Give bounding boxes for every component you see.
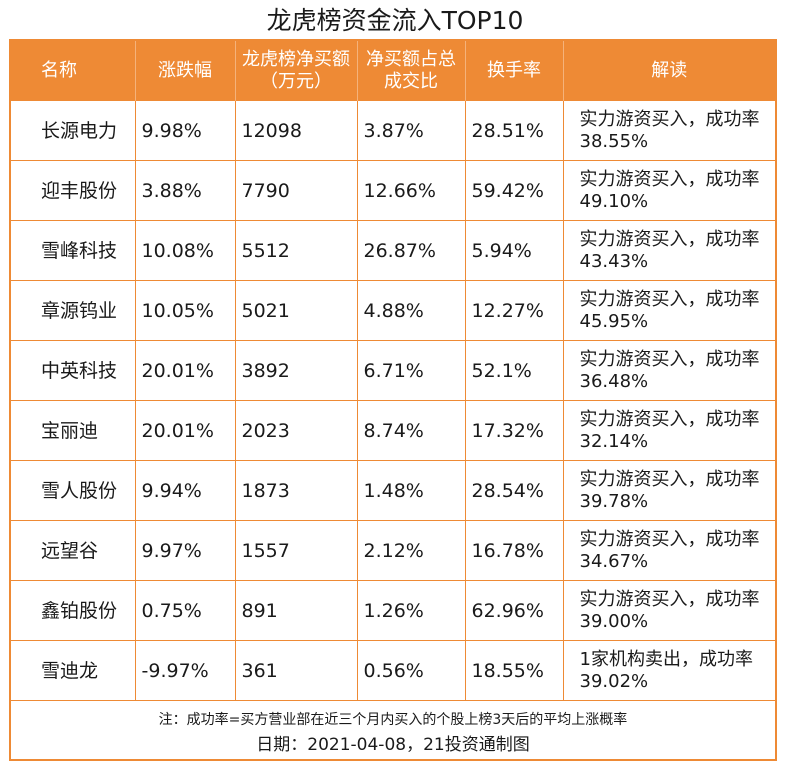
cell-ratio: 4.88% xyxy=(357,280,466,341)
cell-name: 章源钨业 xyxy=(11,280,136,341)
header-ratio: 净买额占总成交比 xyxy=(357,41,466,101)
cell-note: 实力游资买入，成功率38.55% xyxy=(563,101,775,161)
cell-name: 迎丰股份 xyxy=(11,160,136,221)
cell-ratio: 3.87% xyxy=(357,101,466,161)
table-row: 章源钨业 10.05% 5021 4.88% 12.27% 实力游资买入，成功率… xyxy=(11,280,775,341)
cell-note: 实力游资买入，成功率39.78% xyxy=(563,460,775,521)
date-line: 日期：2021-04-08，21投资通制图 xyxy=(256,735,530,755)
cell-net-buy: 891 xyxy=(235,580,358,641)
cell-turnover: 12.27% xyxy=(465,280,564,341)
cell-net-buy: 2023 xyxy=(235,400,358,461)
cell-turnover: 62.96% xyxy=(465,580,564,641)
cell-note: 实力游资买入，成功率34.67% xyxy=(563,520,775,581)
cell-net-buy: 1873 xyxy=(235,460,358,521)
cell-net-buy: 12098 xyxy=(235,101,358,161)
table-row: 雪迪龙 -9.97% 361 0.56% 18.55% 1家机构卖出，成功率39… xyxy=(11,640,775,701)
table-header-row: 名称 涨跌幅 龙虎榜净买额（万元） 净买额占总成交比 换手率 解读 xyxy=(11,41,775,101)
table-row: 雪峰科技 10.08% 5512 26.87% 5.94% 实力游资买入，成功率… xyxy=(11,220,775,281)
cell-turnover: 18.55% xyxy=(465,640,564,701)
cell-name: 宝丽迪 xyxy=(11,400,136,461)
cell-name: 中英科技 xyxy=(11,340,136,401)
cell-name: 远望谷 xyxy=(11,520,136,581)
table-row: 鑫铂股份 0.75% 891 1.26% 62.96% 实力游资买入，成功率39… xyxy=(11,580,775,641)
cell-change: 20.01% xyxy=(135,400,236,461)
header-change: 涨跌幅 xyxy=(135,41,236,101)
cell-name: 雪人股份 xyxy=(11,460,136,521)
cell-ratio: 1.48% xyxy=(357,460,466,521)
table-row: 雪人股份 9.94% 1873 1.48% 28.54% 实力游资买入，成功率3… xyxy=(11,460,775,521)
cell-note: 实力游资买入，成功率43.43% xyxy=(563,220,775,281)
cell-ratio: 2.12% xyxy=(357,520,466,581)
cell-change: 0.75% xyxy=(135,580,236,641)
cell-turnover: 17.32% xyxy=(465,400,564,461)
cell-change: 9.94% xyxy=(135,460,236,521)
cell-ratio: 0.56% xyxy=(357,640,466,701)
cell-note: 实力游资买入，成功率32.14% xyxy=(563,400,775,461)
cell-net-buy: 5512 xyxy=(235,220,358,281)
header-net-buy: 龙虎榜净买额（万元） xyxy=(235,41,358,101)
table-footer: 注：成功率=买方营业部在近三个月内买入的个股上榜3天后的平均上涨概率 日期：20… xyxy=(11,701,775,757)
footnote: 注：成功率=买方营业部在近三个月内买入的个股上榜3天后的平均上涨概率 xyxy=(158,712,628,728)
cell-change: 9.98% xyxy=(135,101,236,161)
cell-change: -9.97% xyxy=(135,640,236,701)
cell-ratio: 26.87% xyxy=(357,220,466,281)
cell-net-buy: 7790 xyxy=(235,160,358,221)
cell-turnover: 52.1% xyxy=(465,340,564,401)
cell-net-buy: 1557 xyxy=(235,520,358,581)
cell-net-buy: 361 xyxy=(235,640,358,701)
cell-note: 实力游资买入，成功率39.00% xyxy=(563,580,775,641)
cell-name: 雪迪龙 xyxy=(11,640,136,701)
header-name: 名称 xyxy=(11,41,136,101)
table-row: 长源电力 9.98% 12098 3.87% 28.51% 实力游资买入，成功率… xyxy=(11,101,775,161)
cell-turnover: 5.94% xyxy=(465,220,564,281)
cell-ratio: 8.74% xyxy=(357,400,466,461)
top10-table: 名称 涨跌幅 龙虎榜净买额（万元） 净买额占总成交比 换手率 解读 长源电力 9… xyxy=(11,41,775,701)
table-row: 中英科技 20.01% 3892 6.71% 52.1% 实力游资买入，成功率3… xyxy=(11,340,775,401)
cell-note: 1家机构卖出，成功率39.02% xyxy=(563,640,775,701)
cell-ratio: 12.66% xyxy=(357,160,466,221)
cell-name: 鑫铂股份 xyxy=(11,580,136,641)
table-row: 迎丰股份 3.88% 7790 12.66% 59.42% 实力游资买入，成功率… xyxy=(11,160,775,221)
cell-turnover: 28.54% xyxy=(465,460,564,521)
cell-change: 20.01% xyxy=(135,340,236,401)
cell-note: 实力游资买入，成功率45.95% xyxy=(563,280,775,341)
table-row: 远望谷 9.97% 1557 2.12% 16.78% 实力游资买入，成功率34… xyxy=(11,520,775,581)
table-row: 宝丽迪 20.01% 2023 8.74% 17.32% 实力游资买入，成功率3… xyxy=(11,400,775,461)
cell-net-buy: 5021 xyxy=(235,280,358,341)
cell-turnover: 16.78% xyxy=(465,520,564,581)
cell-change: 9.97% xyxy=(135,520,236,581)
cell-note: 实力游资买入，成功率36.48% xyxy=(563,340,775,401)
cell-net-buy: 3892 xyxy=(235,340,358,401)
header-note: 解读 xyxy=(563,41,775,101)
cell-note: 实力游资买入，成功率49.10% xyxy=(563,160,775,221)
cell-change: 3.88% xyxy=(135,160,236,221)
header-turnover: 换手率 xyxy=(465,41,564,101)
cell-change: 10.05% xyxy=(135,280,236,341)
page-title: 龙虎榜资金流入TOP10 xyxy=(266,6,524,35)
cell-turnover: 59.42% xyxy=(465,160,564,221)
cell-name: 长源电力 xyxy=(11,101,136,161)
cell-name: 雪峰科技 xyxy=(11,220,136,281)
cell-ratio: 1.26% xyxy=(357,580,466,641)
table-frame: 名称 涨跌幅 龙虎榜净买额（万元） 净买额占总成交比 换手率 解读 长源电力 9… xyxy=(9,39,777,761)
cell-change: 10.08% xyxy=(135,220,236,281)
cell-ratio: 6.71% xyxy=(357,340,466,401)
cell-turnover: 28.51% xyxy=(465,101,564,161)
